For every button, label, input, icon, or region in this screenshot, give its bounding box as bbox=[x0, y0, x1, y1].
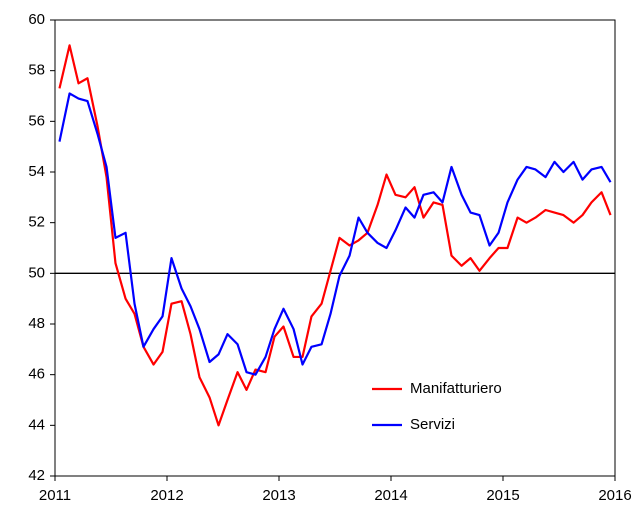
legend-label: Servizi bbox=[410, 416, 455, 433]
y-tick-label: 52 bbox=[28, 214, 45, 231]
series-line bbox=[58, 44, 612, 427]
y-tick-label: 44 bbox=[28, 416, 45, 433]
y-tick-label: 48 bbox=[28, 315, 45, 332]
y-tick-label: 58 bbox=[28, 62, 45, 79]
y-tick-label: 60 bbox=[28, 11, 45, 28]
x-tick-label: 2012 bbox=[150, 487, 183, 504]
y-tick-label: 54 bbox=[28, 163, 45, 180]
x-tick-label: 2013 bbox=[262, 487, 295, 504]
x-tick-label: 2015 bbox=[486, 487, 519, 504]
legend-label: Manifatturiero bbox=[410, 380, 502, 397]
y-tick-label: 50 bbox=[28, 264, 45, 281]
series-line bbox=[58, 92, 612, 376]
y-tick-label: 42 bbox=[28, 467, 45, 484]
plot-frame bbox=[54, 19, 616, 477]
x-tick-label: 2014 bbox=[374, 487, 407, 504]
x-tick-label: 2011 bbox=[39, 487, 71, 504]
y-tick-label: 46 bbox=[28, 366, 45, 383]
x-tick-label: 2016 bbox=[598, 487, 631, 504]
y-tick-label: 56 bbox=[28, 112, 45, 129]
